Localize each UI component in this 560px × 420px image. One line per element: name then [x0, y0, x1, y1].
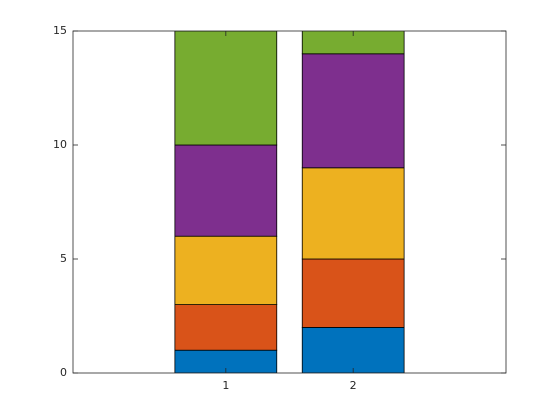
bar-segment: [174, 235, 278, 305]
bar-segment: [301, 258, 405, 328]
y-tick-label: 10: [53, 138, 67, 151]
bar-segment: [301, 53, 405, 169]
bars: [174, 31, 405, 373]
y-tick-label: 0: [60, 366, 67, 379]
bar-segment: [174, 144, 278, 237]
bar-segment: [174, 31, 278, 146]
y-tick-label: 5: [60, 252, 67, 265]
x-tick-label: 2: [350, 379, 357, 392]
bar-segment: [301, 31, 405, 55]
bar-segment: [301, 167, 405, 260]
bar-segment: [301, 326, 405, 373]
y-tick-label: 15: [53, 24, 67, 37]
bar-segment: [174, 304, 278, 351]
axes-box: [72, 30, 507, 374]
x-tick-label: 1: [222, 379, 229, 392]
axes: 0 5 10 15 1 2: [53, 24, 507, 392]
plot-area: [73, 31, 506, 373]
